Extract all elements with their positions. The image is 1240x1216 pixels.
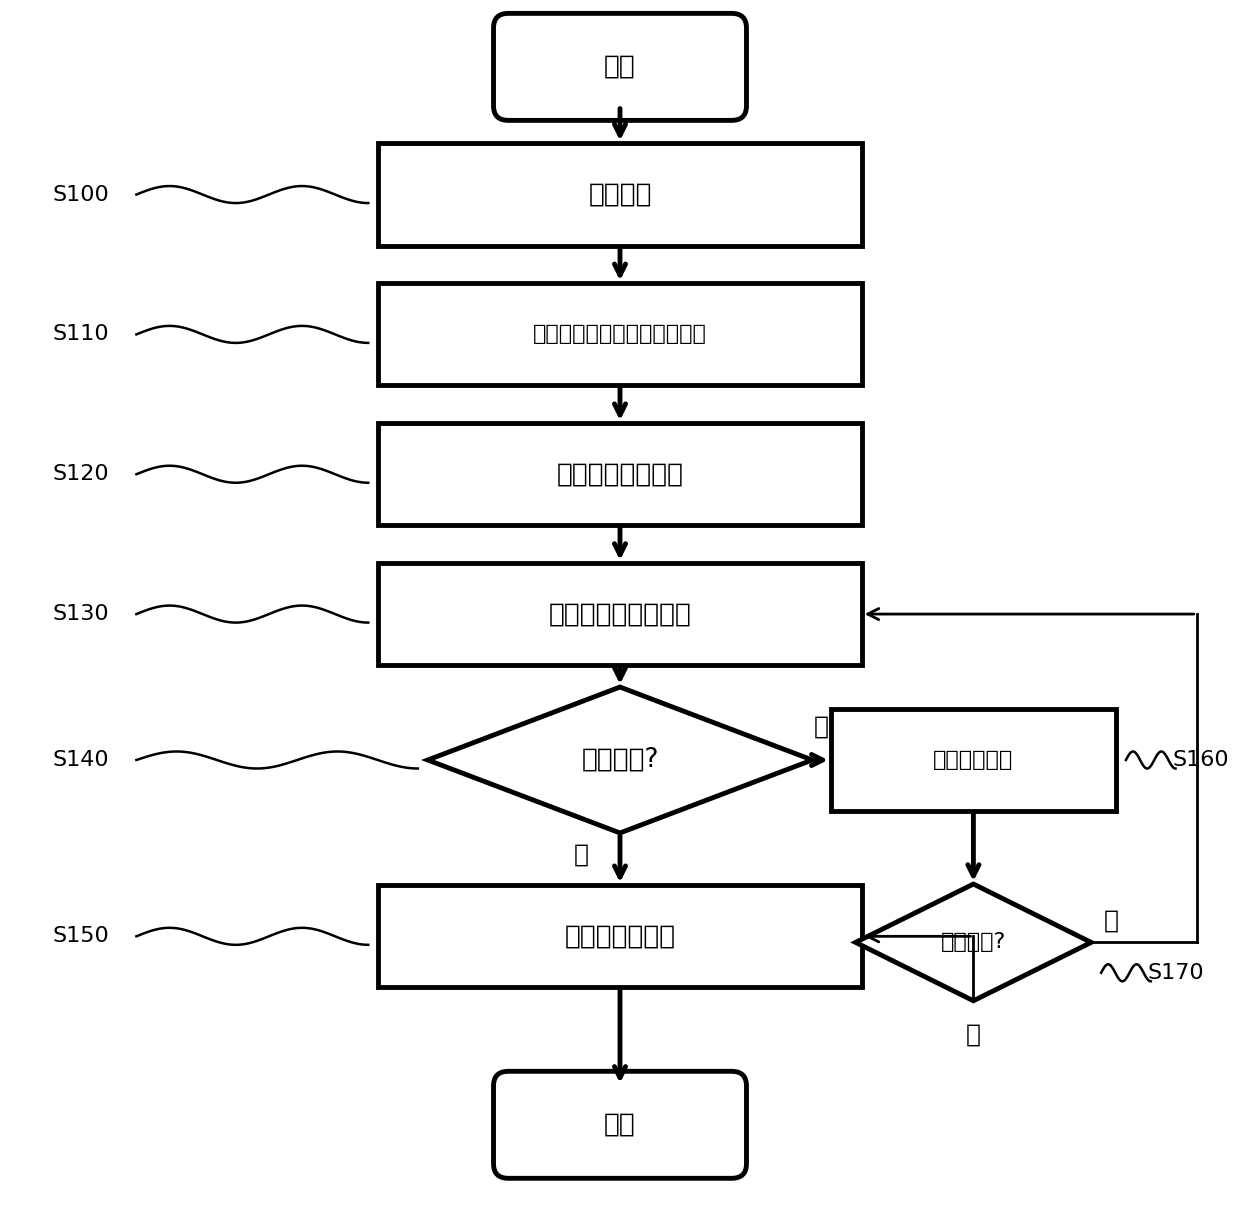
Text: S110: S110 xyxy=(52,325,109,344)
Text: 否: 否 xyxy=(1104,908,1118,933)
Text: 打印数据的假脱机: 打印数据的假脱机 xyxy=(557,461,683,488)
FancyBboxPatch shape xyxy=(494,13,746,120)
Text: S130: S130 xyxy=(52,604,109,624)
Polygon shape xyxy=(428,687,812,833)
Text: 开始: 开始 xyxy=(604,54,636,80)
Text: S100: S100 xyxy=(52,185,109,204)
Text: 由打印机驱动器生成打印数据: 由打印机驱动器生成打印数据 xyxy=(533,325,707,344)
Bar xyxy=(378,563,862,665)
Text: 开始: 开始 xyxy=(604,1111,636,1138)
Text: S120: S120 xyxy=(52,465,109,484)
Text: 是: 是 xyxy=(813,714,830,738)
Text: 显示错误消息: 显示错误消息 xyxy=(934,750,1013,770)
Text: S170: S170 xyxy=(1147,963,1204,983)
Bar xyxy=(831,709,1116,811)
Text: 是: 是 xyxy=(966,1023,981,1047)
Bar xyxy=(378,423,862,525)
Polygon shape xyxy=(856,884,1091,1001)
Bar xyxy=(378,283,862,385)
Bar xyxy=(378,143,862,246)
Text: 打印命令: 打印命令 xyxy=(588,181,652,208)
Text: 取消打印?: 取消打印? xyxy=(941,933,1006,952)
Text: 发生错误?: 发生错误? xyxy=(582,747,658,773)
Text: 否: 否 xyxy=(574,843,589,867)
Text: S160: S160 xyxy=(1172,750,1229,770)
Text: S150: S150 xyxy=(52,927,109,946)
Text: 通过打印机打印: 通过打印机打印 xyxy=(564,923,676,950)
FancyBboxPatch shape xyxy=(494,1071,746,1178)
Text: S140: S140 xyxy=(52,750,109,770)
Bar xyxy=(378,885,862,987)
Text: 向端口输出打印数据: 向端口输出打印数据 xyxy=(548,601,692,627)
